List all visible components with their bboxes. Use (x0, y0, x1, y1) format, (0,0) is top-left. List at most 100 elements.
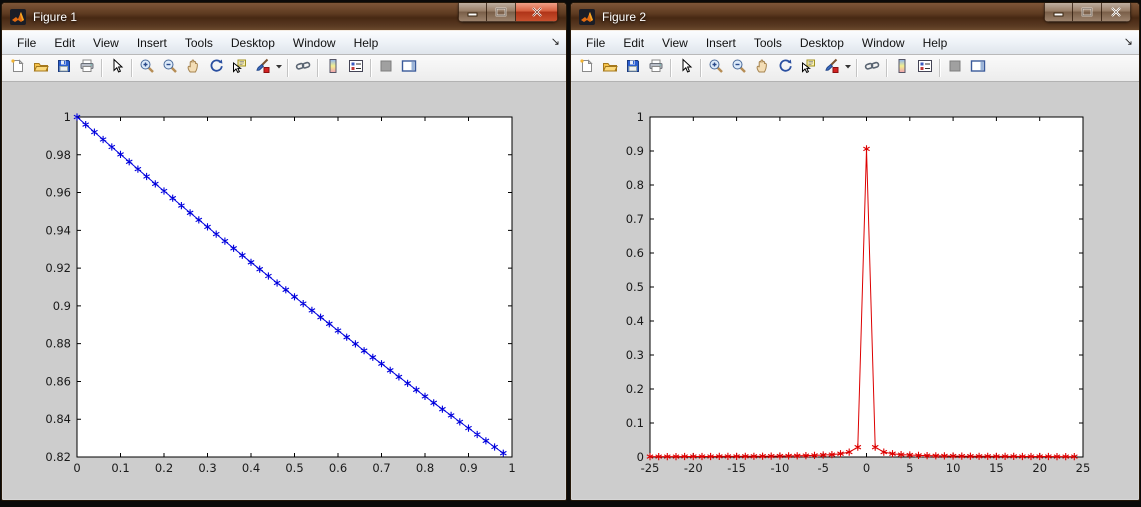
menu-item-tools[interactable]: Tools (753, 35, 782, 50)
toolbar-separator (131, 59, 132, 77)
data-line (650, 148, 1075, 458)
toolbar-button-rotate-3d[interactable] (773, 57, 796, 79)
open-folder-icon (602, 58, 618, 79)
toolbar-button-legend[interactable] (344, 57, 367, 79)
menubar: File Edit View Insert Tools Desktop Window Help… (571, 30, 1139, 55)
toolbar-button-save[interactable] (621, 57, 644, 79)
x-tick-label: -15 (727, 461, 746, 475)
titlebar[interactable]: Figure 1 (2, 3, 566, 30)
zoom-in-icon (708, 58, 724, 79)
rotate-3d-icon (777, 58, 793, 79)
maximize-button[interactable] (1073, 3, 1102, 22)
menu-item-edit[interactable]: Edit (623, 35, 645, 50)
toolbar-button-colorbar[interactable] (321, 57, 344, 79)
toolbar-button-save[interactable] (52, 57, 75, 79)
toolbar-button-zoom-in[interactable] (135, 57, 158, 79)
menu-item-view[interactable]: View (662, 35, 688, 50)
y-tick-label: 0.6 (626, 246, 644, 260)
dock-arrow-icon[interactable]: ↘ (1123, 36, 1133, 48)
titlebar[interactable]: Figure 2 (571, 3, 1139, 30)
toolbar-button-show-plot-tools[interactable] (397, 57, 420, 79)
menu-item-view[interactable]: View (93, 35, 119, 50)
y-tick-label: 0.1 (626, 416, 644, 430)
y-tick-label: 0.86 (45, 374, 71, 388)
menu-item-insert[interactable]: Insert (705, 35, 736, 50)
matlab-icon (579, 8, 595, 25)
window-controls (458, 3, 558, 22)
axes-plot[interactable]: 0 0.1 0.2 0.3 0.4 0.5 0.6 0.7 0.8 0.9 1 0.82 0.84 0.8… (5, 84, 563, 497)
x-tick-label: 0 (73, 461, 80, 475)
toolbar-button-zoom-in[interactable] (704, 57, 727, 79)
toolbar-button-pointer[interactable] (105, 57, 128, 79)
x-tick-label: 0.3 (198, 461, 216, 475)
toolbar-button-legend[interactable] (913, 57, 936, 79)
x-tick-label: -10 (771, 461, 790, 475)
window-title: Figure 1 (33, 9, 78, 24)
toolbar-button-hide-plot-tools[interactable] (374, 57, 397, 79)
toolbar-button-new-file[interactable] (575, 57, 598, 79)
menu-item-file[interactable]: File (586, 35, 606, 50)
toolbar-button-zoom-out[interactable] (158, 57, 181, 79)
menu-item-help[interactable]: Help (922, 35, 948, 50)
plot-area (649, 116, 1084, 458)
link-plots-icon (295, 58, 311, 79)
menu-item-window[interactable]: Window (861, 35, 905, 50)
toolbar-button-open-folder[interactable] (29, 57, 52, 79)
menu-item-insert[interactable]: Insert (136, 35, 167, 50)
toolbar-button-data-cursor[interactable] (796, 57, 819, 79)
y-tick-label: 0.9 (626, 144, 644, 158)
x-tick-label: 1 (508, 461, 515, 475)
axes-plot[interactable]: -25 -20 -15 -10 -5 0 5 10 15 20 25 0 0.1 0.2 0.3 0.4 0.5… (574, 84, 1136, 497)
x-tick-label: 0.9 (459, 461, 477, 475)
x-tick-label: 0.4 (242, 461, 260, 475)
pan-icon (754, 58, 770, 79)
menu-item-edit[interactable]: Edit (54, 35, 76, 50)
toolbar-button-dropdown-arrow[interactable] (842, 57, 853, 79)
toolbar-button-zoom-out[interactable] (727, 57, 750, 79)
menu-item-desktop[interactable]: Desktop (230, 35, 275, 50)
menu-item-window[interactable]: Window (292, 35, 336, 50)
y-tick-label: 0 (637, 450, 644, 464)
toolbar-button-hide-plot-tools[interactable] (943, 57, 966, 79)
toolbar-button-link-plots[interactable] (291, 57, 314, 79)
toolbar-separator (287, 59, 288, 77)
show-plot-tools-icon (970, 58, 986, 79)
toolbar-button-pointer[interactable] (674, 57, 697, 79)
minimize-button[interactable] (458, 3, 487, 22)
minimize-button[interactable] (1044, 3, 1073, 22)
y-tick-label: 0.5 (626, 280, 644, 294)
close-button[interactable] (1102, 3, 1131, 22)
toolbar-button-new-file[interactable] (6, 57, 29, 79)
toolbar-button-link-plots[interactable] (860, 57, 883, 79)
menu-item-help[interactable]: Help (353, 35, 379, 50)
toolbar-button-open-folder[interactable] (598, 57, 621, 79)
hide-plot-tools-icon (947, 58, 963, 79)
close-button[interactable] (516, 3, 558, 22)
rotate-3d-icon (208, 58, 224, 79)
show-plot-tools-icon (401, 58, 417, 79)
figure-1-window: Figure 1 File Edit View Insert Tools Desktop W… (1, 2, 567, 501)
dock-arrow-icon[interactable]: ↘ (550, 36, 560, 48)
toolbar-separator (370, 59, 371, 77)
colorbar-icon (325, 58, 341, 79)
toolbar-button-brush[interactable] (250, 57, 273, 79)
pointer-icon (109, 57, 125, 79)
toolbar-button-data-cursor[interactable] (227, 57, 250, 79)
maximize-button[interactable] (487, 3, 516, 22)
toolbar-separator (670, 59, 671, 77)
toolbar-button-print[interactable] (644, 57, 667, 79)
menu-item-desktop[interactable]: Desktop (799, 35, 844, 50)
toolbar-button-pan[interactable] (181, 57, 204, 79)
toolbar-button-dropdown-arrow[interactable] (273, 57, 284, 79)
toolbar-button-colorbar[interactable] (890, 57, 913, 79)
toolbar-button-print[interactable] (75, 57, 98, 79)
toolbar-button-brush[interactable] (819, 57, 842, 79)
toolbar-button-show-plot-tools[interactable] (966, 57, 989, 79)
menu-item-tools[interactable]: Tools (184, 35, 213, 50)
window-controls (1044, 3, 1131, 22)
brush-icon (254, 58, 270, 79)
toolbar-button-pan[interactable] (750, 57, 773, 79)
axis-ticks (76, 116, 513, 458)
toolbar-button-rotate-3d[interactable] (204, 57, 227, 79)
menu-item-file[interactable]: File (17, 35, 37, 50)
